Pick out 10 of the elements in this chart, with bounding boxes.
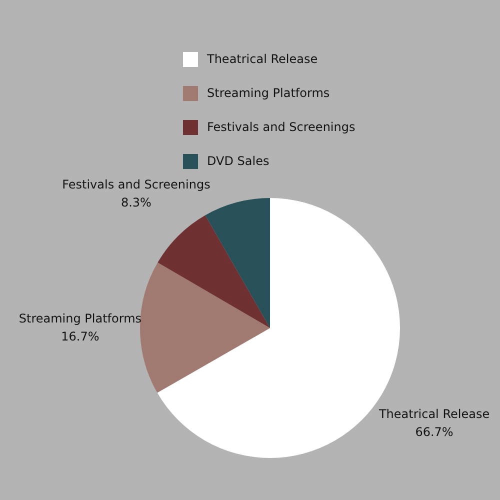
- data-label: 16.7%: [61, 330, 100, 344]
- data-label: 8.3%: [120, 195, 152, 210]
- legend-label: DVD Sales: [207, 154, 270, 168]
- slice-label: Festivals and Screenings: [62, 177, 210, 192]
- slice-label: Theatrical Release: [378, 407, 490, 422]
- data-label: 66.7%: [415, 425, 454, 440]
- legend-label: Festivals and Screenings: [207, 120, 356, 134]
- slice-label: Streaming Platforms: [18, 312, 142, 326]
- legend-label: Theatrical Release: [207, 52, 318, 66]
- legend-label: Streaming Platforms: [207, 86, 330, 100]
